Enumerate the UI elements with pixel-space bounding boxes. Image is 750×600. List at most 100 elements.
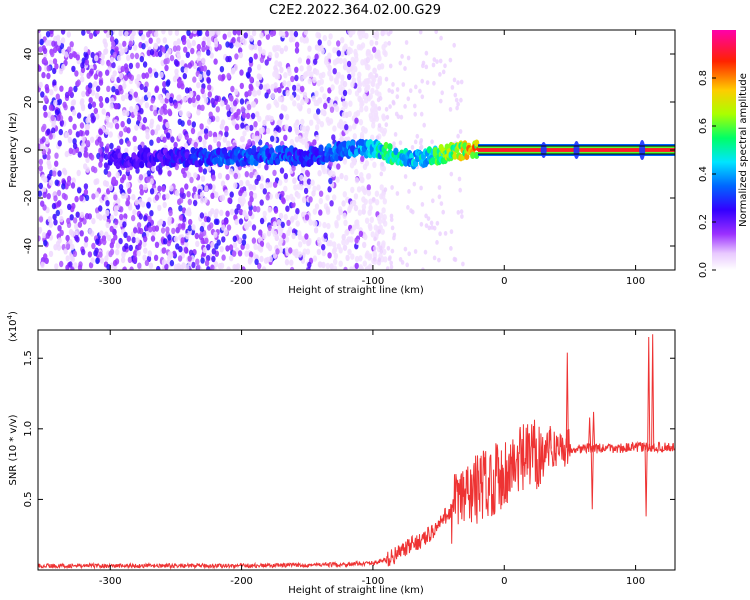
noise-cell <box>207 91 212 98</box>
noise-cell <box>403 174 408 179</box>
noise-cell <box>383 187 388 193</box>
noise-cell <box>354 168 359 176</box>
noise-cell <box>317 170 322 177</box>
noise-cell <box>399 114 404 120</box>
noise-cell <box>293 213 298 221</box>
noise-cell <box>414 84 418 90</box>
noise-cell <box>259 32 264 39</box>
noise-cell <box>213 58 218 65</box>
noise-cell <box>306 107 312 115</box>
noise-cell <box>110 179 116 186</box>
noise-cell <box>191 261 196 269</box>
noise-cell <box>149 122 154 129</box>
noise-cell <box>81 90 86 98</box>
noise-cell <box>213 136 218 143</box>
spectrogram-y-axis-label: Frequency (Hz) <box>8 112 19 188</box>
noise-cell <box>361 203 367 211</box>
noise-cell <box>77 264 83 270</box>
noise-cell <box>437 257 441 263</box>
noise-cell <box>121 192 126 199</box>
noise-cell <box>38 30 41 34</box>
noise-cell <box>248 56 254 64</box>
noise-cell <box>290 75 295 83</box>
noise-cell <box>150 129 155 136</box>
noise-cell <box>178 109 184 117</box>
noise-cell <box>437 194 442 200</box>
noise-cell <box>264 30 269 35</box>
noise-cell <box>389 213 394 219</box>
noise-cell <box>168 30 173 36</box>
noise-cell <box>110 238 116 245</box>
noise-cell <box>91 101 97 108</box>
noise-cell <box>66 175 72 183</box>
noise-cell <box>269 30 275 37</box>
noise-cell <box>338 57 343 65</box>
noise-cell <box>389 217 394 223</box>
noise-cell <box>264 59 269 66</box>
noise-cell <box>51 122 56 129</box>
y-tick-label: 20 <box>23 96 34 109</box>
noise-cell <box>46 128 51 136</box>
noise-cell <box>126 127 131 134</box>
noise-cell <box>373 256 377 262</box>
noise-cell <box>148 262 154 269</box>
noise-cell <box>162 194 167 201</box>
noise-cell <box>233 172 238 180</box>
noise-cell <box>180 83 185 90</box>
noise-cell <box>197 135 203 143</box>
spot-feature <box>639 140 646 160</box>
noise-cell <box>279 113 284 120</box>
noise-cell <box>99 230 104 237</box>
noise-cell <box>185 51 190 58</box>
noise-cell <box>214 191 219 198</box>
noise-cell <box>95 113 100 120</box>
noise-cell <box>249 84 254 92</box>
noise-cell <box>267 224 272 232</box>
noise-cell <box>325 194 330 201</box>
noise-cell <box>200 87 205 95</box>
noise-cell <box>132 135 137 142</box>
noise-cell <box>270 92 276 100</box>
noise-cell <box>52 58 58 65</box>
noise-cell <box>145 133 150 140</box>
noise-cell <box>79 211 85 219</box>
noise-cell <box>328 33 333 40</box>
noise-cell <box>275 125 280 132</box>
noise-cell <box>454 97 459 103</box>
noise-cell <box>221 73 226 81</box>
noise-cell <box>133 91 138 98</box>
noise-cell <box>247 220 252 227</box>
noise-cell <box>120 120 125 128</box>
noise-cell <box>74 70 79 77</box>
noise-cell <box>369 53 374 61</box>
noise-cell <box>199 123 204 130</box>
noise-cell <box>342 158 348 165</box>
noise-cell <box>98 95 104 103</box>
noise-cell <box>196 94 201 102</box>
noise-cell <box>403 104 407 109</box>
noise-cell <box>370 87 375 95</box>
noise-cell <box>262 119 267 127</box>
noise-cell <box>162 103 167 111</box>
noise-cell <box>312 208 317 215</box>
noise-cell <box>220 100 225 107</box>
noise-cell <box>47 163 52 170</box>
noise-cell <box>85 156 90 163</box>
noise-cell <box>238 218 244 225</box>
noise-cell <box>111 40 116 48</box>
noise-cell <box>134 104 139 112</box>
noise-cell <box>356 186 362 193</box>
noise-cell <box>357 86 362 93</box>
noise-cell <box>42 191 47 198</box>
noise-cell <box>413 111 418 117</box>
noise-cell <box>148 226 153 233</box>
noise-cell <box>210 115 216 122</box>
noise-cell <box>191 96 196 104</box>
noise-cell <box>184 183 189 190</box>
noise-cell <box>200 104 205 112</box>
noise-cell <box>95 30 100 35</box>
noise-cell <box>157 185 162 192</box>
noise-cell <box>105 69 110 76</box>
noise-cell <box>133 227 138 234</box>
noise-cell <box>298 241 303 248</box>
